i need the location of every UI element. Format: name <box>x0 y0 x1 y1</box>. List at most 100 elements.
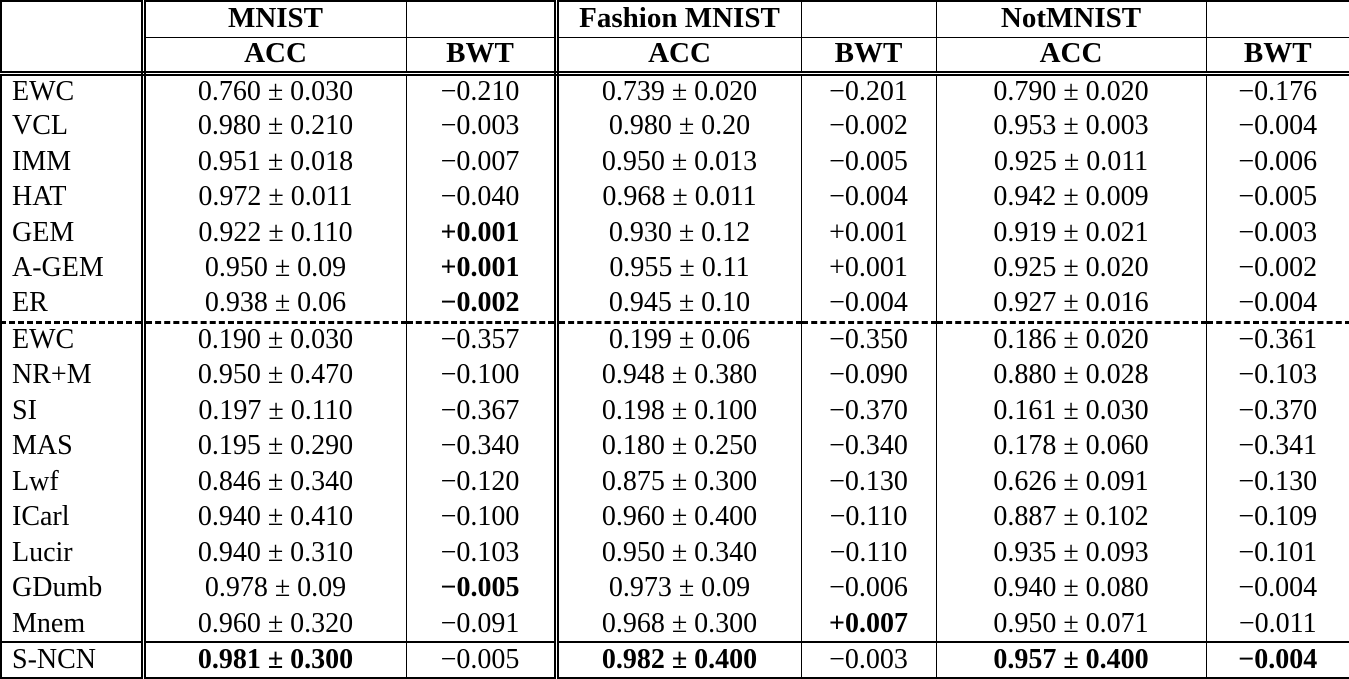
method-cell: A-GEM <box>1 250 146 287</box>
acc-cell: 0.960 ± 0.320 <box>143 606 407 643</box>
bwt-cell: −0.002 <box>801 108 937 145</box>
bwt-cell: +0.001 <box>801 215 937 251</box>
acc-cell: 0.199 ± 0.06 <box>556 320 802 358</box>
acc-cell: 0.919 ± 0.021 <box>936 215 1207 251</box>
subheader-acc-fashion: ACC <box>556 37 802 76</box>
bwt-cell: −0.005 <box>406 641 559 678</box>
acc-cell: 0.925 ± 0.020 <box>936 250 1207 287</box>
table-row: SI 0.197 ± 0.110 −0.367 0.198 ± 0.100 −0.370… <box>1 393 1349 429</box>
bwt-cell: −0.350 <box>801 320 937 358</box>
table-row: ICarl 0.940 ± 0.410 −0.100 0.960 ± 0.400 −0.… <box>1 499 1349 536</box>
bwt-cell: +0.001 <box>801 250 937 287</box>
bwt-cell: −0.103 <box>1238 359 1318 391</box>
acc-cell: 0.951 ± 0.018 <box>143 144 407 180</box>
acc-cell: 0.197 ± 0.110 <box>143 393 407 429</box>
bwt-cell: −0.101 <box>1238 536 1318 568</box>
method-cell: SI <box>1 393 146 429</box>
acc-cell: 0.887 ± 0.102 <box>936 499 1207 536</box>
bwt-cell: −0.201 <box>801 73 937 109</box>
method-cell: Lucir <box>1 535 146 572</box>
acc-cell: 0.880 ± 0.028 <box>936 357 1207 394</box>
bwt-cell: −0.002 <box>406 286 559 323</box>
bwt-cell: −0.367 <box>406 393 559 429</box>
bwt-cell: −0.210 <box>406 73 559 109</box>
bwt-cell: −0.006 <box>801 571 937 607</box>
bwt-cell: −0.176 <box>1238 75 1318 107</box>
bwt-cell: −0.361 <box>1206 320 1349 358</box>
subheader-bwt-fashion: BWT <box>801 37 937 76</box>
corner-cell <box>1 1 146 76</box>
bwt-cell: −0.040 <box>406 179 559 216</box>
group-header-mnist-spacer <box>406 1 559 38</box>
method-cell: GDumb <box>1 571 146 607</box>
acc-cell: 0.875 ± 0.300 <box>556 464 802 500</box>
group-header-notmnist: NotMNIST <box>936 1 1207 38</box>
acc-cell: 0.198 ± 0.100 <box>556 393 802 429</box>
bwt-cell: −0.370 <box>1238 394 1318 426</box>
acc-cell: 0.950 ± 0.09 <box>143 250 407 287</box>
acc-cell: 0.925 ± 0.011 <box>936 144 1207 180</box>
group-header-notmnist-spacer <box>1206 1 1349 38</box>
subheader-bwt-notmnist: BWT <box>1206 37 1349 76</box>
acc-cell: 0.981 ± 0.300 <box>143 641 407 678</box>
acc-cell: 0.950 ± 0.013 <box>556 144 802 180</box>
table-row: HAT 0.972 ± 0.011 −0.040 0.968 ± 0.011 −0.00… <box>1 179 1349 216</box>
table-body: EWC 0.760 ± 0.030 −0.210 0.739 ± 0.020 −0.20… <box>1 73 1349 678</box>
table-row: GEM 0.922 ± 0.110 +0.001 0.930 ± 0.12 +0.001… <box>1 215 1349 251</box>
acc-cell: 0.927 ± 0.016 <box>936 286 1207 323</box>
acc-cell: 0.935 ± 0.093 <box>936 535 1207 572</box>
method-cell: S-NCN <box>1 641 146 678</box>
acc-cell: 0.980 ± 0.20 <box>556 108 802 145</box>
acc-cell: 0.945 ± 0.10 <box>556 286 802 323</box>
acc-cell: 0.178 ± 0.060 <box>936 428 1207 465</box>
acc-cell: 0.922 ± 0.110 <box>143 215 407 251</box>
acc-cell: 0.972 ± 0.011 <box>143 179 407 216</box>
table-row: NR+M 0.950 ± 0.470 −0.100 0.948 ± 0.380 −0.0… <box>1 357 1349 394</box>
table-row: Mnem 0.960 ± 0.320 −0.091 0.968 ± 0.300 +0.0… <box>1 606 1349 643</box>
acc-cell: 0.950 ± 0.470 <box>143 357 407 394</box>
bwt-cell: −0.003 <box>1238 216 1318 248</box>
bwt-cell: −0.091 <box>406 606 559 643</box>
bwt-cell: −0.370 <box>801 393 937 429</box>
method-cell: EWC <box>1 73 146 109</box>
bwt-cell: −0.003 <box>406 108 559 145</box>
bwt-cell: −0.003 <box>801 641 937 678</box>
acc-cell: 0.955 ± 0.11 <box>556 250 802 287</box>
bwt-cell: −0.130 <box>1238 465 1318 497</box>
acc-cell: 0.790 ± 0.020 <box>936 73 1207 109</box>
method-cell: VCL <box>1 108 146 145</box>
acc-cell: 0.739 ± 0.020 <box>556 73 802 109</box>
bwt-cell: −0.004 <box>801 179 937 216</box>
acc-cell: 0.626 ± 0.091 <box>936 464 1207 500</box>
method-cell: Mnem <box>1 606 146 643</box>
bwt-cell: −0.090 <box>801 357 937 394</box>
acc-cell: 0.195 ± 0.290 <box>143 428 407 465</box>
acc-cell: 0.940 ± 0.080 <box>936 571 1207 607</box>
subheader-acc-mnist: ACC <box>143 37 407 76</box>
bwt-cell: −0.100 <box>406 499 559 536</box>
acc-cell: 0.760 ± 0.030 <box>143 73 407 109</box>
bwt-cell: +0.007 <box>801 606 937 643</box>
method-cell: ER <box>1 286 146 323</box>
bwt-cell: −0.103 <box>406 535 559 572</box>
acc-cell: 0.957 ± 0.400 <box>936 641 1207 678</box>
table-row: A-GEM 0.950 ± 0.09 +0.001 0.955 ± 0.11 +0.00… <box>1 250 1349 287</box>
method-cell: IMM <box>1 144 146 180</box>
bwt-cell: −0.002 <box>1238 252 1318 284</box>
bwt-cell: −0.110 <box>801 535 937 572</box>
acc-cell: 0.980 ± 0.210 <box>143 108 407 145</box>
group-header-fashion-mnist-spacer <box>801 1 937 38</box>
bwt-cell: −0.005 <box>801 144 937 180</box>
table-row: S-NCN 0.981 ± 0.300 −0.005 0.982 ± 0.400 −0.… <box>1 641 1349 678</box>
table-row: Lwf 0.846 ± 0.340 −0.120 0.875 ± 0.300 −0.13… <box>1 464 1349 500</box>
table-row: EWC 0.190 ± 0.030 −0.357 0.199 ± 0.06 −0.350… <box>1 320 1349 358</box>
bwt-cell: −0.120 <box>406 464 559 500</box>
method-cell: HAT <box>1 179 146 216</box>
acc-cell: 0.161 ± 0.030 <box>936 393 1207 429</box>
group-header-fashion-mnist: Fashion MNIST <box>556 1 802 38</box>
method-cell: GEM <box>1 215 146 251</box>
acc-cell: 0.982 ± 0.400 <box>556 641 802 678</box>
acc-cell: 0.953 ± 0.003 <box>936 108 1207 145</box>
table-header: MNIST Fashion MNIST NotMNIST ACC BWT ACC… <box>1 1 1349 76</box>
